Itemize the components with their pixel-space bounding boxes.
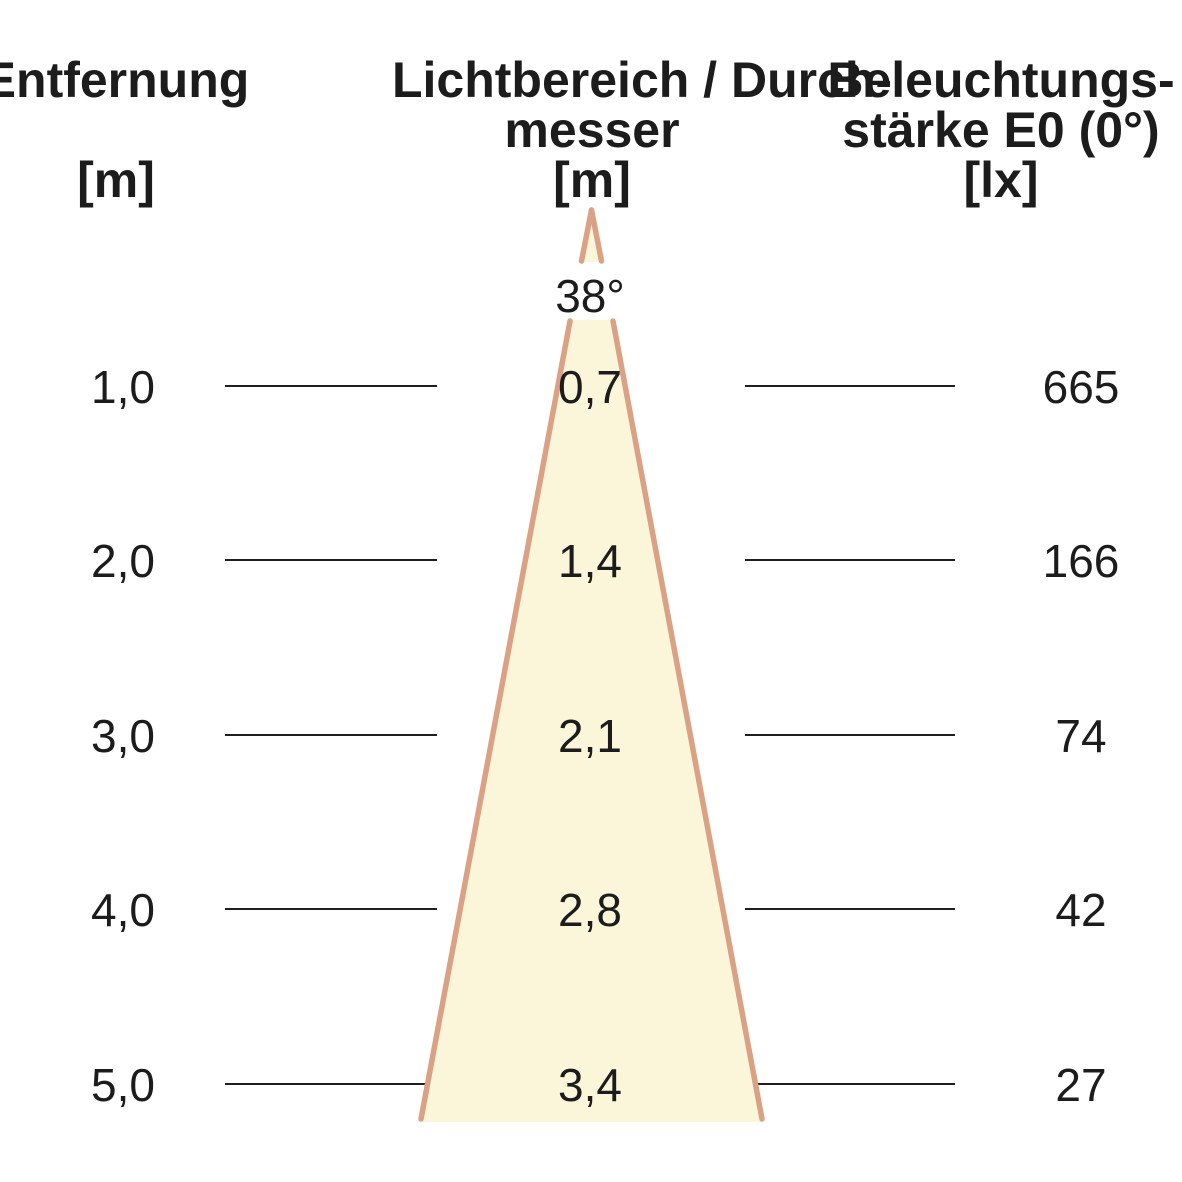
header-illuminance-title-line1: Beleuchtungs- [827,52,1175,108]
distance-value: 2,0 [91,535,155,587]
header-distance-title: Entfernung [0,52,250,108]
header-beam-unit: [m] [553,152,631,208]
diameter-value: 3,4 [558,1059,622,1111]
illuminance-value: 42 [1055,884,1107,936]
cone-edge-right [610,318,765,1122]
diameter-value: 2,8 [558,884,622,936]
cone-edge-left-apex [578,207,595,264]
illuminance-value: 665 [1042,361,1120,413]
cone-edge-left [418,318,573,1122]
cone-edge-right-apex [588,207,605,264]
diameter-value: 2,1 [558,710,622,762]
illuminance-value: 27 [1055,1059,1107,1111]
beam-angle-label-gap [520,262,665,320]
distance-value: 3,0 [91,710,155,762]
header-illuminance-title-line2: stärke E0 (0°) [842,102,1160,158]
distance-value: 5,0 [91,1059,155,1111]
diameter-value: 1,4 [558,535,622,587]
row-reference-lines [225,385,955,1085]
cone-fill [420,206,763,1122]
header-illuminance-unit: [lx] [963,152,1039,208]
illuminance-value: 166 [1042,535,1120,587]
diameter-value: 0,7 [558,361,622,413]
header-distance-unit: [m] [77,152,155,208]
illuminance-value: 74 [1055,710,1107,762]
beam-angle-value: 38° [555,270,625,322]
distance-value: 1,0 [91,361,155,413]
header-beam-title-line1: Lichtbereich / Durch- [392,52,893,108]
header-beam-title-line2: messer [504,102,680,158]
distance-value: 4,0 [91,884,155,936]
